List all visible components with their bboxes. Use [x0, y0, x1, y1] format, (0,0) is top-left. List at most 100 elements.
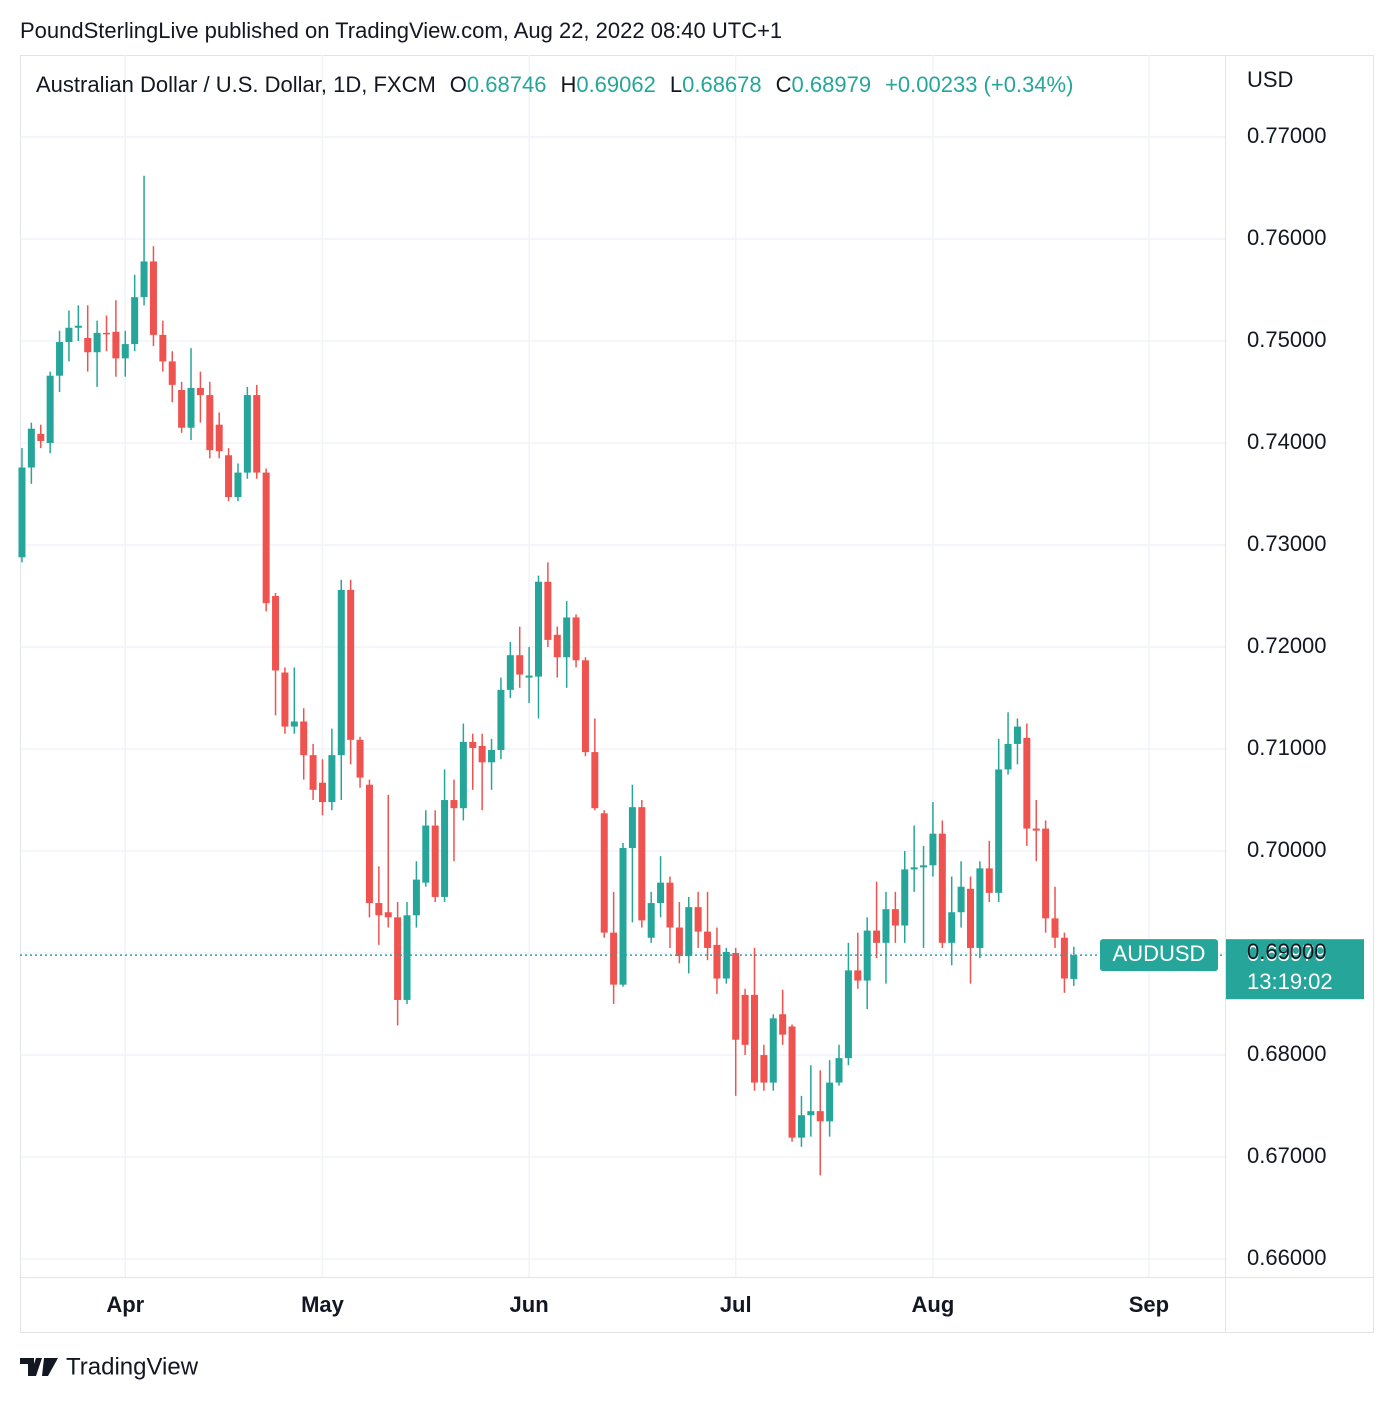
candle-body — [920, 865, 928, 868]
candle-body — [159, 334, 167, 362]
candle-body — [1060, 937, 1068, 979]
chart-frame — [20, 55, 1374, 1333]
y-tick-label: 0.69000 — [1247, 939, 1327, 964]
x-tick-label: Jul — [720, 1292, 752, 1317]
candle-body — [46, 375, 54, 444]
candle-body — [957, 886, 965, 913]
candle-body — [610, 932, 618, 985]
candle-body — [478, 745, 486, 763]
candle-body — [516, 655, 524, 675]
legend-change: +0.00233 (+0.34%) — [885, 72, 1073, 97]
candle-body — [450, 800, 458, 809]
candle-body — [995, 769, 1003, 893]
candle-body — [1013, 726, 1021, 744]
candle-body — [863, 930, 871, 981]
candle-body — [591, 752, 599, 809]
legend-label: O — [450, 72, 467, 97]
grid — [20, 55, 1225, 1277]
x-tick-label: May — [301, 1292, 345, 1317]
candle-body — [844, 970, 852, 1059]
candle-body — [140, 261, 148, 298]
x-tick-label: Sep — [1129, 1292, 1169, 1317]
candle-body — [544, 581, 552, 640]
legend-label: H — [560, 72, 576, 97]
candle-body — [760, 1055, 768, 1083]
candle-body — [84, 337, 92, 353]
candle-body — [985, 868, 993, 893]
candle-body — [262, 472, 270, 604]
candle-body — [638, 807, 646, 921]
candle-body — [1032, 828, 1040, 831]
candle-body — [431, 825, 439, 897]
price-badge-countdown: 13:19:02 — [1247, 969, 1333, 994]
candle-body — [168, 361, 176, 385]
y-tick-label: 0.67000 — [1247, 1143, 1327, 1168]
candle-body — [600, 813, 608, 933]
candle-body — [666, 882, 674, 928]
candle-body — [281, 672, 289, 727]
candle-body — [788, 1026, 796, 1138]
candle-body — [816, 1111, 824, 1122]
candle-body — [1004, 743, 1012, 770]
candle-body — [835, 1058, 843, 1083]
legend-value: 0.68746 — [467, 72, 547, 97]
candle-body — [375, 903, 383, 916]
candle-body — [206, 395, 214, 451]
candles — [18, 175, 1225, 1176]
candle-body — [309, 755, 317, 790]
legend-label: C — [776, 72, 792, 97]
x-tick-label: Apr — [106, 1292, 144, 1317]
candle-body — [882, 909, 890, 943]
candle-body — [412, 879, 420, 916]
candle-body — [337, 589, 345, 756]
y-tick-label: 0.77000 — [1247, 123, 1327, 148]
candle-body — [581, 660, 589, 753]
candle-body — [750, 994, 758, 1083]
candle-body — [300, 721, 308, 756]
candle-body — [873, 930, 881, 943]
symbol-title: Australian Dollar / U.S. Dollar, 1D, FXC… — [36, 72, 436, 97]
candle-body — [18, 467, 26, 558]
y-tick-label: 0.71000 — [1247, 735, 1327, 760]
logo-icon — [20, 1358, 58, 1376]
candle-body — [488, 750, 496, 763]
candle-body — [65, 327, 73, 343]
candle-body — [121, 344, 129, 359]
candle-body — [675, 927, 683, 957]
candle-body — [328, 755, 336, 803]
candle-body — [74, 325, 82, 328]
legend-value: 0.68678 — [682, 72, 762, 97]
candle-body — [403, 915, 411, 1000]
candle-body — [365, 784, 373, 904]
chart-title: Australian Dollar / U.S. Dollar, 1D, FXC… — [36, 72, 1073, 97]
candle-body — [769, 1018, 777, 1083]
candle-body — [225, 455, 233, 498]
candle-body — [525, 675, 533, 678]
candle-body — [563, 617, 571, 658]
candle-body — [497, 689, 505, 751]
candle-body — [741, 994, 749, 1045]
candle-body — [290, 721, 298, 727]
symbol-badge — [1100, 939, 1218, 972]
candle-body — [56, 342, 64, 376]
legend-label: L — [670, 72, 682, 97]
candle-body — [318, 782, 326, 803]
candle-body — [685, 907, 693, 957]
candle-body — [422, 825, 430, 883]
candle-body — [272, 596, 280, 671]
candle-body — [1070, 955, 1078, 979]
candle-body — [938, 833, 946, 943]
candle-body — [178, 389, 186, 428]
footer-brand: TradingView — [66, 1353, 199, 1380]
candle-body — [732, 953, 740, 1040]
candle-body — [131, 297, 139, 345]
candle-body — [657, 882, 665, 904]
candle-body — [948, 912, 956, 943]
y-tick-label: 0.66000 — [1247, 1245, 1327, 1270]
y-tick-label: 0.68000 — [1247, 1041, 1327, 1066]
candle-body — [704, 931, 712, 948]
candle-body — [779, 1014, 787, 1035]
candle-body — [187, 387, 195, 428]
candle-body — [966, 888, 974, 948]
candle-body — [891, 909, 899, 926]
